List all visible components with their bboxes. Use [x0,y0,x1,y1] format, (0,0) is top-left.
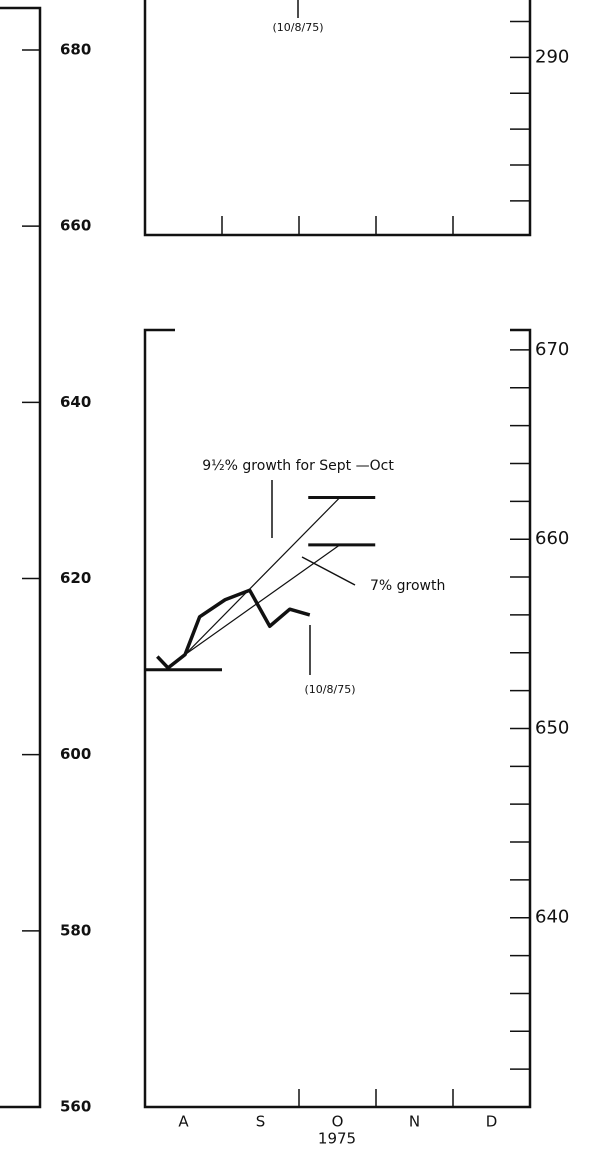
trend-line [184,544,341,656]
annotation: (10/8/75) [305,683,356,696]
y2-tick-label: 650 [535,717,569,738]
y2-tick-label: 670 [535,339,569,360]
x-tick-label: O [332,1113,344,1131]
y2-tick-label: 640 [535,907,569,928]
y-tick-label: 560 [60,1098,91,1116]
lower-frame [143,328,532,1109]
left-axis [0,6,42,1109]
y-tick-label: 600 [60,745,91,763]
x-tick-label: N [409,1113,420,1131]
x-axis-label: 1975 [318,1130,356,1148]
x-tick-label: S [256,1113,266,1131]
x-tick-label: D [486,1113,498,1131]
y-tick-label: 660 [60,217,91,235]
y2-tick-label: 290 [535,46,569,67]
data-line [156,588,311,670]
trend-line [184,497,341,656]
y-tick-label: 680 [60,41,91,59]
y-tick-label: 640 [60,393,91,411]
y2-tick-label: 660 [535,528,569,549]
x-tick-label: A [178,1113,189,1131]
y-tick-label: 620 [60,569,91,587]
arrow [301,556,356,586]
upper-frame [143,0,532,237]
y-tick-label: 580 [60,921,91,939]
annotation: 9½% growth for Sept —Oct [202,458,394,474]
annotation: (10/8/75) [273,21,324,34]
annotation: 7% growth [370,578,445,594]
